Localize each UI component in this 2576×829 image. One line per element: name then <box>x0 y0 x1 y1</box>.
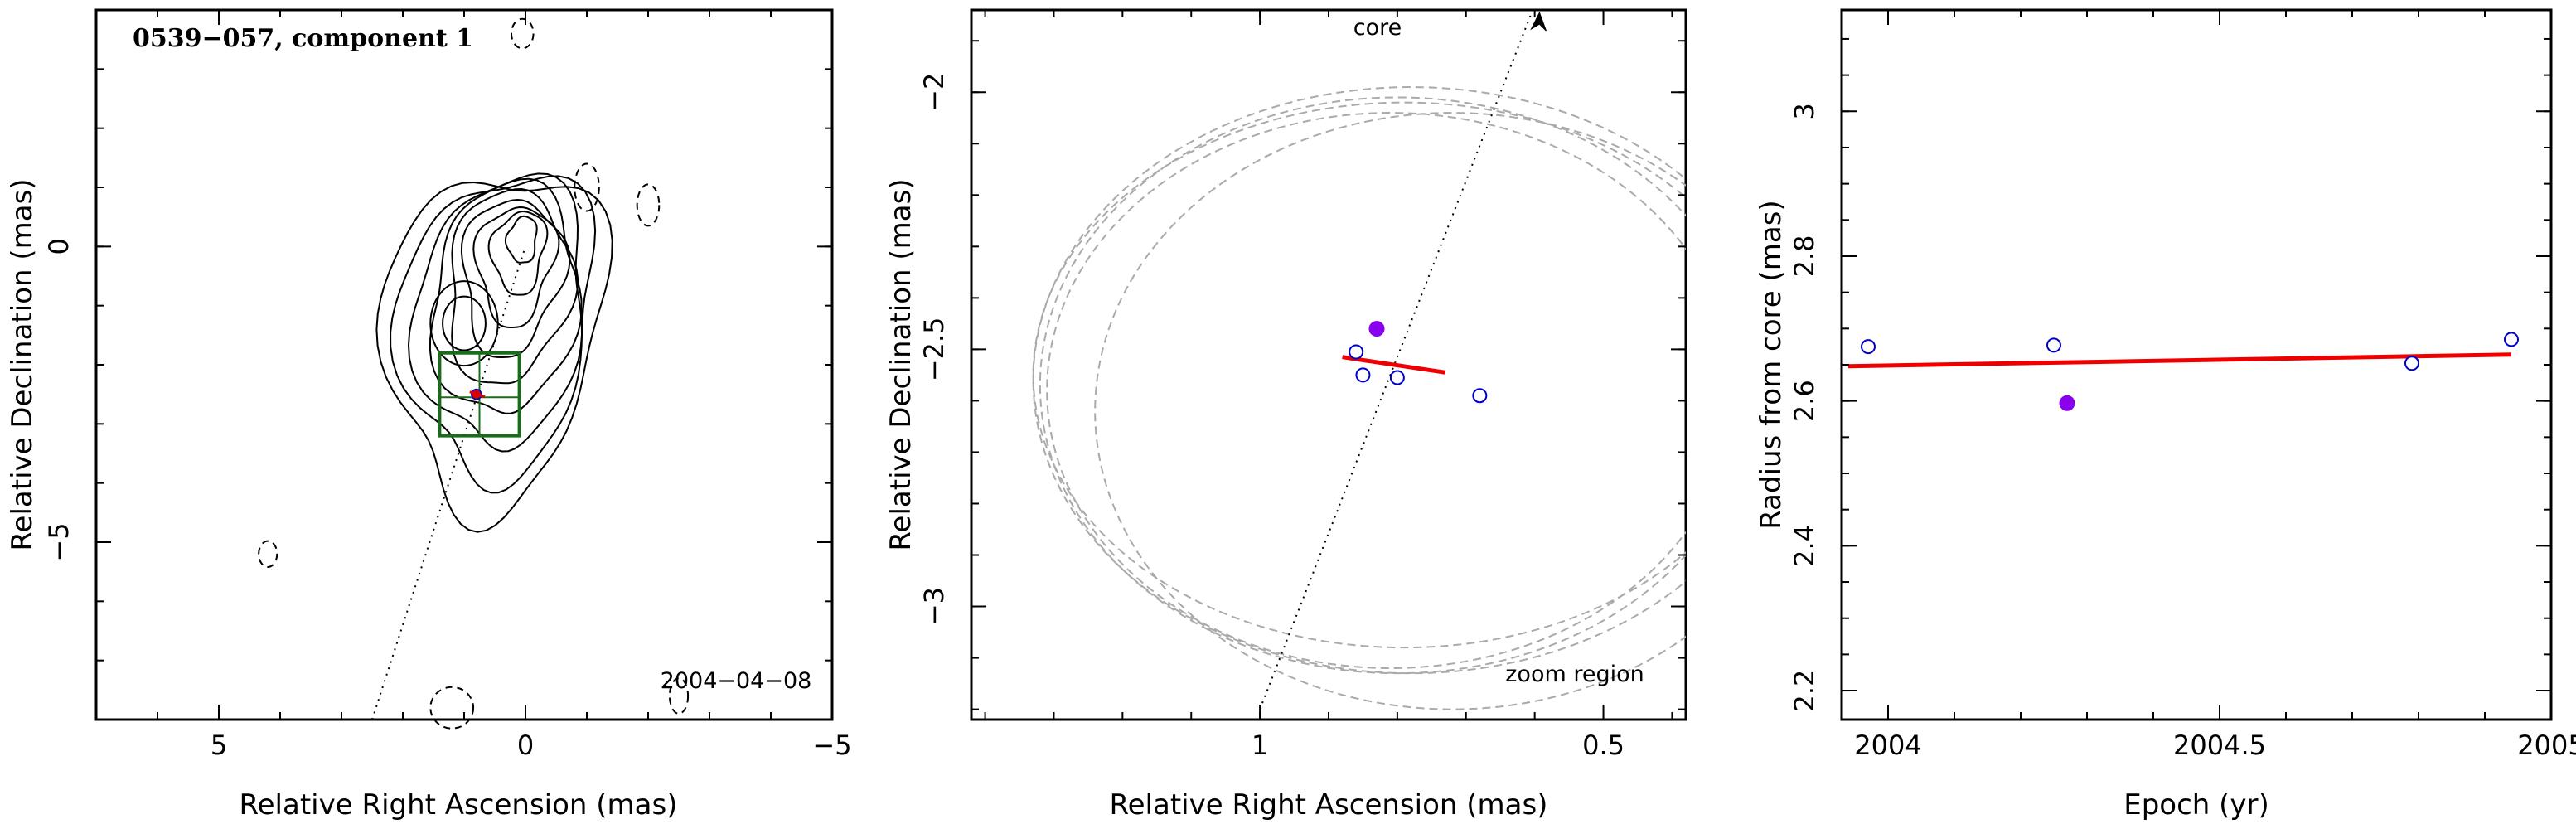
data-point-open <box>2046 337 2061 353</box>
negative-contour <box>258 540 278 568</box>
beam-ellipse <box>1046 112 1686 669</box>
negative-contour <box>668 677 690 715</box>
data-point-filled <box>2059 395 2075 411</box>
y-tick-label: 2.4 <box>1789 525 1820 567</box>
y-tick-label: −2 <box>918 73 950 112</box>
y-tick-label: 0 <box>43 238 75 255</box>
beam-ellipse <box>1039 96 1686 675</box>
y-axis-label: Relative Declination (mas) <box>6 178 39 550</box>
clipped-plot <box>1032 10 1686 710</box>
x-tick-label: 5 <box>211 730 227 761</box>
beam-ellipse <box>1032 101 1686 649</box>
data-point-open <box>2504 332 2519 347</box>
data-point-open <box>1389 370 1405 385</box>
plot-group <box>1032 10 1686 710</box>
y-tick-label: 2.6 <box>1789 380 1820 422</box>
panel-radius-vs-epoch: 2004 2004.5 2005 2.2 2.4 2.6 2.8 3 Epoch (yr) R… <box>1755 8 2576 822</box>
contour-line <box>429 177 583 414</box>
overlay-group <box>371 246 526 720</box>
zoom-region-annotation: zoom region <box>1505 662 1644 687</box>
data-point-open <box>1355 367 1371 383</box>
fit-line <box>1847 352 2512 369</box>
negative-contour <box>429 686 475 730</box>
contour-line <box>407 172 583 453</box>
contour-line <box>442 295 487 351</box>
plot-frame <box>94 8 834 721</box>
tick-group: 1 0.5 −2 −2.5 −3 <box>918 10 1686 761</box>
y-tick-label: 3 <box>1789 103 1820 119</box>
data-point-open <box>2404 356 2419 371</box>
y-tick-label: −5 <box>43 522 75 561</box>
panel-zoom-positions: 1 0.5 −2 −2.5 −3 core zoom region Relative R… <box>884 8 1687 822</box>
y-tick-label: −2.5 <box>918 318 950 382</box>
negative-contour <box>636 183 661 227</box>
x-tick-label: 2004 <box>1854 730 1921 761</box>
data-point-filled <box>1368 321 1385 337</box>
x-tick-label: 2005 <box>2517 730 2576 761</box>
beam-ellipse <box>1032 86 1686 675</box>
tick-group: 5 0 −5 0 −5 <box>43 10 852 761</box>
contour-line <box>504 215 538 264</box>
contour-line <box>429 280 499 367</box>
component-trajectory <box>469 390 486 399</box>
core-arrow-head <box>1530 11 1547 32</box>
jet-direction-line <box>371 246 526 720</box>
panel-title: 0539−057, component 1 <box>133 24 473 53</box>
core-direction-line <box>1259 10 1534 710</box>
y-tick-label: 2.2 <box>1789 670 1820 712</box>
x-tick-label: −5 <box>812 730 851 761</box>
x-axis-label: Relative Right Ascension (mas) <box>240 788 678 822</box>
x-axis-label: Relative Right Ascension (mas) <box>1110 788 1548 822</box>
contour-line <box>451 187 579 385</box>
plot-group <box>1847 332 2519 411</box>
y-axis-label: Relative Declination (mas) <box>884 178 918 550</box>
data-point-open <box>1472 388 1488 404</box>
data-point-open <box>1349 344 1364 360</box>
contour-line <box>390 175 597 494</box>
plot-frame <box>970 8 1687 721</box>
panel-contour-map: 5 0 −5 0 −5 0539−057, component 1 2004−04−08… <box>6 8 852 822</box>
beam-ellipse <box>1094 112 1686 710</box>
x-tick-label: 2004.5 <box>2173 730 2266 761</box>
x-tick-label: 0 <box>517 730 534 761</box>
y-tick-label: 2.8 <box>1789 235 1820 278</box>
tick-group: 2004 2004.5 2005 2.2 2.4 2.6 2.8 3 <box>1789 10 2576 761</box>
x-tick-label: 0.5 <box>1582 730 1625 761</box>
contour-line <box>460 198 571 359</box>
data-point-open <box>1861 339 1876 355</box>
core-annotation: core <box>1353 15 1402 41</box>
negative-contour <box>510 17 535 50</box>
y-axis-label: Radius from core (mas) <box>1755 200 1788 529</box>
contour-group <box>258 17 690 730</box>
x-tick-label: 1 <box>1252 730 1268 761</box>
x-axis-label: Epoch (yr) <box>2123 788 2269 822</box>
epoch-annotation: 2004−04−08 <box>661 668 812 694</box>
y-tick-label: −3 <box>918 587 950 626</box>
negative-contour <box>574 162 600 212</box>
contour-line <box>375 181 613 533</box>
contour-line <box>487 211 549 296</box>
fit-line <box>1342 355 1446 375</box>
